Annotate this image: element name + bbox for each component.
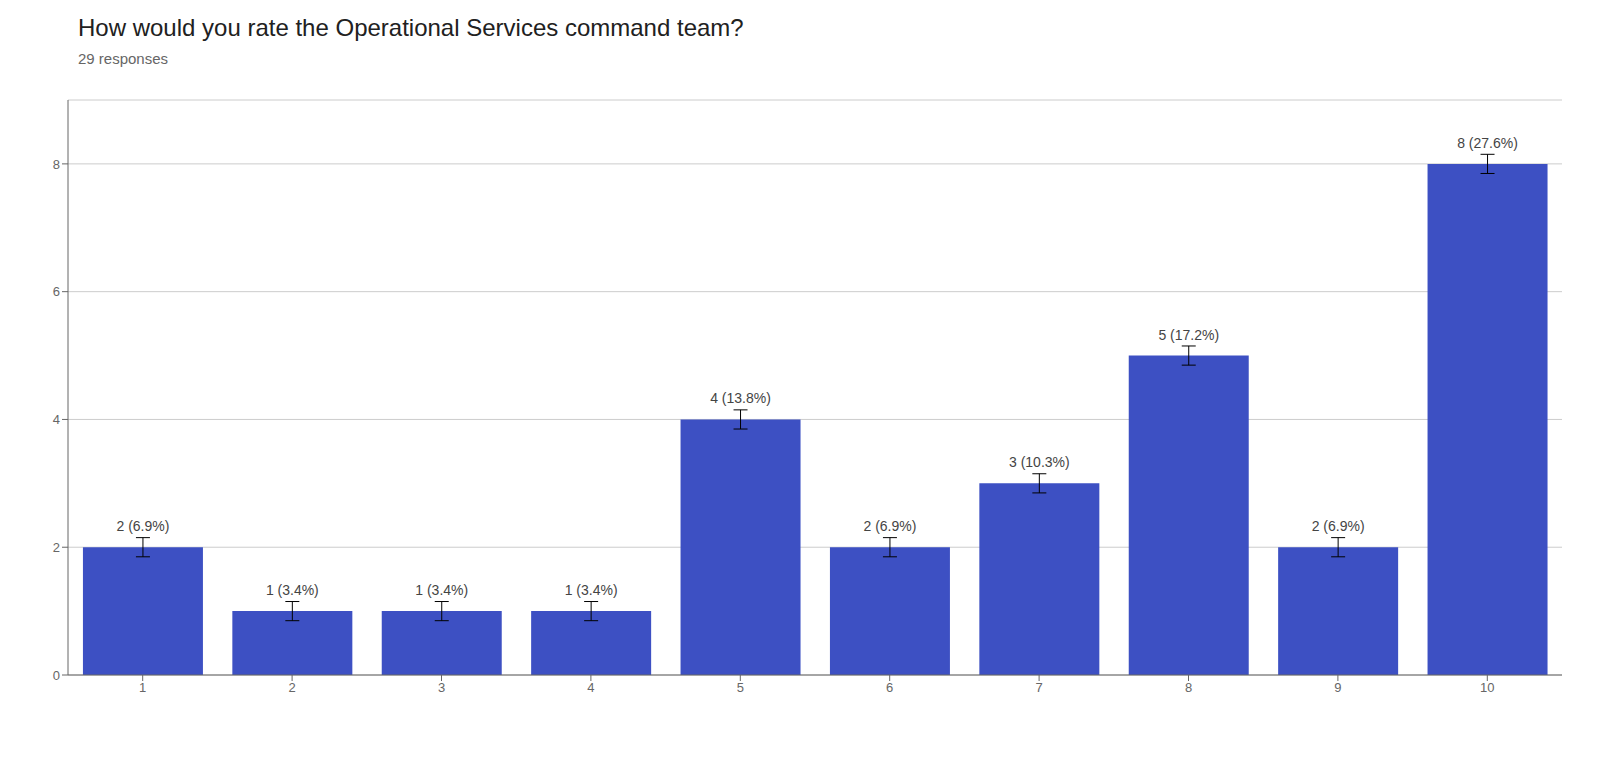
svg-text:2 (6.9%): 2 (6.9%) [863, 518, 916, 534]
svg-text:4: 4 [587, 680, 594, 695]
html-text:29 responses: 29 responses [78, 50, 169, 67]
svg-text:2 (6.9%): 2 (6.9%) [116, 518, 169, 534]
svg-text:1: 1 [139, 680, 146, 695]
svg-text:4 (13.8%): 4 (13.8%) [710, 390, 771, 406]
svg-text:2: 2 [288, 680, 295, 695]
svg-text:5: 5 [737, 680, 744, 695]
svg-text:0: 0 [53, 668, 60, 683]
svg-text:9: 9 [1334, 680, 1341, 695]
html-text:How would you rate the Operati: How would you rate the Operational Servi… [78, 14, 744, 41]
svg-text:3 (10.3%): 3 (10.3%) [1009, 454, 1070, 470]
svg-text:6: 6 [53, 284, 60, 299]
svg-text:4: 4 [53, 412, 60, 427]
svg-text:10: 10 [1480, 680, 1494, 695]
svg-text:8: 8 [1185, 680, 1192, 695]
svg-text:6: 6 [886, 680, 893, 695]
svg-text:3: 3 [438, 680, 445, 695]
svg-text:2 (6.9%): 2 (6.9%) [1312, 518, 1365, 534]
svg-text:2: 2 [53, 540, 60, 555]
svg-text:1 (3.4%): 1 (3.4%) [565, 582, 618, 598]
svg-text:5 (17.2%): 5 (17.2%) [1158, 327, 1219, 343]
svg-text:8: 8 [53, 157, 60, 172]
svg-text:8 (27.6%): 8 (27.6%) [1457, 135, 1518, 151]
svg-text:7: 7 [1035, 680, 1042, 695]
svg-text:1 (3.4%): 1 (3.4%) [415, 582, 468, 598]
svg-text:1 (3.4%): 1 (3.4%) [266, 582, 319, 598]
